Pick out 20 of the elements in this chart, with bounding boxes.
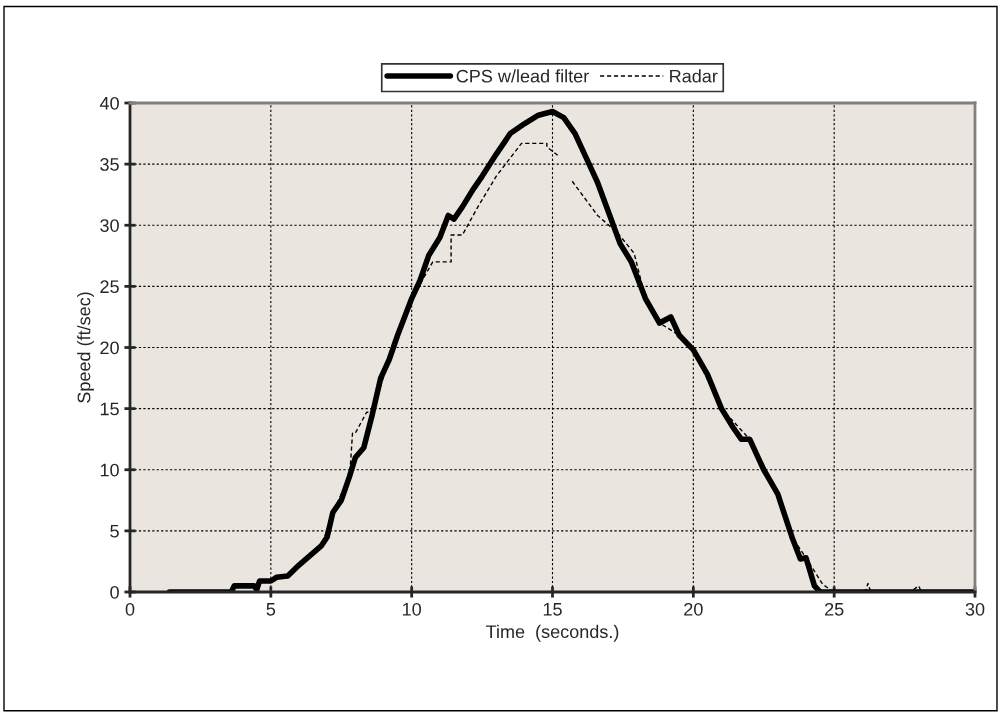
x-tick-label: 30 xyxy=(965,602,985,616)
y-tick-label: 15 xyxy=(100,402,119,416)
y-tick-label: 40 xyxy=(99,96,119,110)
y-tick-label: 10 xyxy=(100,463,119,477)
y-tick-label: 35 xyxy=(100,158,119,171)
y-tick-label: 0 xyxy=(110,585,119,599)
x-tick-label: 15 xyxy=(543,603,562,616)
x-tick-label: 0 xyxy=(125,602,135,616)
x-tick-label: 10 xyxy=(403,602,421,616)
legend-label: Radar xyxy=(670,69,718,83)
y-axis-title: Speed (ft/sec) xyxy=(77,292,94,403)
y-tick-label: 25 xyxy=(100,280,119,294)
x-tick-label: 25 xyxy=(825,602,844,616)
x-axis-title: Time (seconds.) xyxy=(486,624,619,642)
y-tick-label: 30 xyxy=(100,219,119,232)
y-tick-label: 5 xyxy=(110,525,119,538)
legend-label: CPS w/lead filter xyxy=(456,69,589,83)
x-tick-label: 20 xyxy=(684,602,703,616)
x-tick-label: 5 xyxy=(266,603,276,616)
y-tick-label: 20 xyxy=(100,341,119,355)
